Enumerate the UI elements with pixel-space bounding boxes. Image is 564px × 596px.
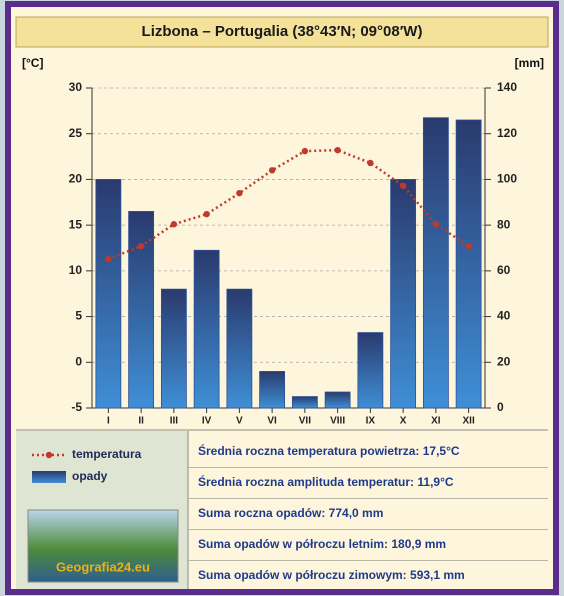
temperature-point [105,255,112,263]
chart-title: Lizbona – Portugalia (38°43′N; 09°08′W) [142,23,423,40]
logo [27,509,179,583]
y2-tick-label: 100 [497,172,517,186]
temperature-point [203,210,210,218]
x-tick-label: VIII [330,416,345,427]
stat-line: Suma opadów w półroczu zimowym: 593,1 mm [198,568,465,582]
x-tick-label: VI [267,416,277,427]
y-axis-label: [°C] [22,56,43,70]
y-tick-label: 25 [69,126,83,140]
stat-line: Suma roczna opadów: 774,0 mm [198,506,383,520]
stat-line: Suma opadów w półroczu letnim: 180,9 mm [198,537,446,551]
x-tick-label: XI [431,416,441,427]
temperature-point [367,159,374,167]
temperature-point [465,242,472,250]
x-tick-label: X [400,416,407,427]
y2-tick-label: 40 [497,309,511,323]
y-tick-label: 10 [69,263,83,277]
temperature-point [170,221,178,228]
x-tick-label: XII [463,416,475,427]
y2-tick-label: 140 [497,80,517,94]
y2-tick-label: 20 [497,354,511,368]
x-tick-label: VII [299,416,311,427]
bar [357,332,384,409]
stat-line: Średnia roczna temperatura powietrza: 17… [198,443,460,458]
legend-swatch [32,471,66,483]
legend-label: temperatura [72,447,142,461]
temperature-point [137,242,145,250]
bar [390,179,417,409]
y2-tick-label: 0 [497,400,504,414]
bar [193,249,220,409]
bar [259,371,286,409]
temperature-point [236,189,243,197]
bar [455,119,482,409]
temperature-point [268,167,276,174]
y-tick-label: -5 [71,400,82,414]
temperature-point [399,182,407,190]
title-bar [15,16,549,48]
y-tick-label: 0 [75,354,82,368]
y-tick-label: 15 [69,217,83,231]
y-tick-label: 20 [69,172,83,186]
bar [324,391,351,409]
x-tick-label: V [236,416,243,427]
stat-line: Średnia roczna amplituda temperatur: 11,… [198,474,454,489]
x-tick-label: IX [366,416,376,427]
x-tick-label: IV [202,416,212,427]
y2-tick-label: 80 [497,217,511,231]
temperature-line [107,148,470,261]
temperature-point [334,146,341,154]
y2-tick-label: 120 [497,126,517,140]
bar [226,288,253,409]
legend-label: opady [72,469,108,483]
bar [95,179,122,409]
logo-text: Geografia24.eu [56,559,150,574]
y2-axis-label: [mm] [515,56,544,70]
temperature-point [432,221,440,228]
bar [422,117,449,409]
y-tick-label: 30 [69,80,83,94]
bar [291,396,318,409]
bar [160,288,187,409]
y2-tick-label: 60 [497,263,511,277]
x-tick-label: III [170,416,179,427]
y-tick-label: 5 [75,309,82,323]
x-tick-label: II [138,416,144,427]
x-tick-label: I [107,416,110,427]
temperature-point [301,147,309,155]
legend-dot [45,451,53,459]
